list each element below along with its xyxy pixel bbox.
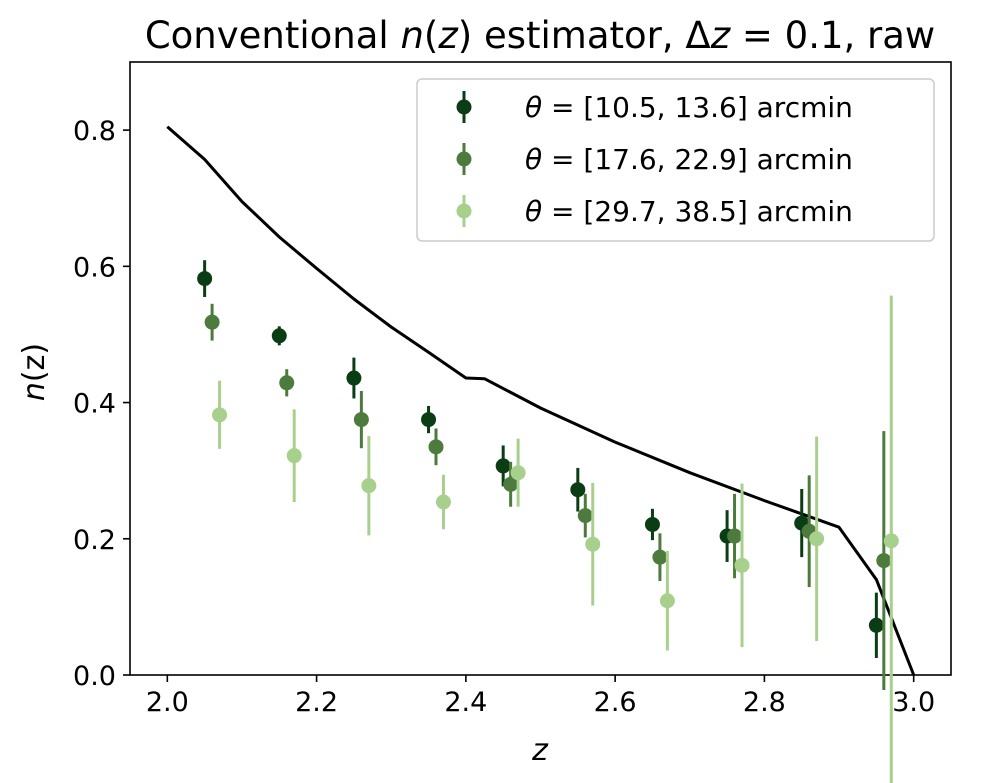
legend-marker xyxy=(456,151,472,167)
data-point xyxy=(659,593,675,609)
data-point xyxy=(570,482,586,498)
data-point xyxy=(271,328,287,344)
data-point xyxy=(212,407,228,423)
data-point xyxy=(644,516,660,532)
data-point xyxy=(876,553,892,569)
data-point xyxy=(503,476,519,492)
y-axis-label-func: n xyxy=(17,382,52,401)
chart-title: Conventional n(z) estimator, Δz = 0.1, r… xyxy=(145,14,935,57)
legend-label-range: = [29.7, 38.5] arcmin xyxy=(542,195,853,228)
chart-title-paren-open: ( xyxy=(424,14,438,57)
legend-label-range: = [10.5, 13.6] arcmin xyxy=(542,91,853,124)
data-point xyxy=(727,528,743,544)
data-point xyxy=(809,531,825,547)
data-point xyxy=(734,557,750,573)
reference-curve xyxy=(166,125,916,676)
data-point xyxy=(428,439,444,455)
x-tick-label: 3.0 xyxy=(892,687,935,718)
data-point xyxy=(883,533,899,549)
data-point xyxy=(204,314,220,330)
data-point xyxy=(495,458,511,474)
legend-label-theta: θ xyxy=(525,195,542,228)
chart-title-func: n xyxy=(400,14,423,57)
legend-label: θ = [17.6, 22.9] arcmin xyxy=(525,143,853,176)
data-point xyxy=(577,508,593,524)
series-2 xyxy=(204,303,892,690)
legend-label: θ = [10.5, 13.6] arcmin xyxy=(525,91,853,124)
chart-title-var: z xyxy=(437,14,459,57)
legend-marker xyxy=(456,99,472,115)
data-point xyxy=(279,375,295,391)
data-point xyxy=(652,549,668,565)
chart-title-mid: estimator, Δ xyxy=(472,14,711,57)
x-tick-label: 2.0 xyxy=(146,687,189,718)
legend-marker xyxy=(456,203,472,219)
chart-title-pre: Conventional xyxy=(145,14,401,57)
data-point xyxy=(346,370,362,386)
legend-label: θ = [29.7, 38.5] arcmin xyxy=(525,195,853,228)
axes-frame xyxy=(129,61,952,676)
y-tick-label: 0.2 xyxy=(73,525,116,556)
y-tick-label: 0.0 xyxy=(73,661,116,692)
y-axis-label-rest: (z) xyxy=(17,343,52,382)
y-tick-label: 0.4 xyxy=(73,389,116,420)
legend-label-theta: θ xyxy=(525,143,542,176)
x-axis-label: z xyxy=(531,733,549,768)
data-point xyxy=(585,536,601,552)
data-point xyxy=(197,271,213,287)
x-tick-label: 2.4 xyxy=(444,687,487,718)
legend-box xyxy=(416,78,935,242)
x-tick-label: 2.2 xyxy=(295,687,338,718)
plot-area: 2.0 2.2 2.4 2.6 2.8 3.0 0.0 0.2 0.4 0.6 0.8 θ = [10… xyxy=(73,61,952,783)
chart-title-dz-var: z xyxy=(710,14,732,57)
chart-title-paren-close: ) xyxy=(458,14,472,57)
data-point xyxy=(868,617,884,633)
legend-label-theta: θ xyxy=(525,91,542,124)
x-tick-label: 2.6 xyxy=(594,687,637,718)
y-tick-label: 0.6 xyxy=(73,252,116,283)
legend-label-range: = [17.6, 22.9] arcmin xyxy=(542,143,853,176)
y-tick-label: 0.8 xyxy=(73,116,116,147)
data-point xyxy=(286,448,302,464)
data-point xyxy=(353,412,369,428)
series-3 xyxy=(212,295,899,783)
series-1 xyxy=(197,260,884,658)
data-point xyxy=(510,465,526,481)
data-point xyxy=(421,412,437,428)
data-point xyxy=(435,494,451,510)
data-point xyxy=(361,478,377,494)
x-tick-label: 2.8 xyxy=(743,687,786,718)
chart-title-eq: = 0.1, raw xyxy=(730,14,935,57)
y-axis-label: n(z) xyxy=(17,343,52,401)
